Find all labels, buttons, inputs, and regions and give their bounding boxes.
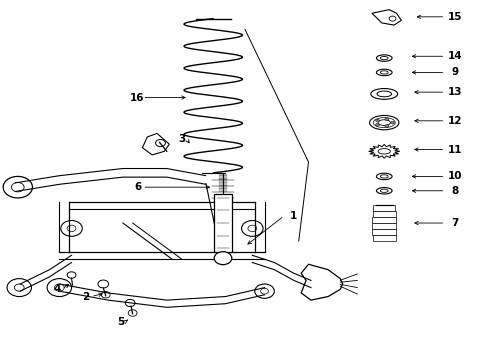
Text: 9: 9 (452, 67, 459, 77)
Text: 8: 8 (451, 186, 459, 196)
Ellipse shape (369, 116, 399, 130)
Ellipse shape (380, 57, 388, 60)
FancyBboxPatch shape (373, 205, 395, 211)
Circle shape (47, 279, 72, 297)
Ellipse shape (380, 175, 388, 178)
Circle shape (125, 300, 135, 307)
Circle shape (261, 288, 269, 294)
FancyBboxPatch shape (372, 229, 396, 235)
Text: 15: 15 (448, 12, 463, 22)
Circle shape (385, 118, 389, 121)
Text: 3: 3 (178, 134, 185, 144)
Ellipse shape (371, 89, 398, 99)
Polygon shape (368, 144, 400, 158)
Ellipse shape (380, 71, 388, 74)
Text: 5: 5 (117, 317, 124, 327)
Circle shape (98, 280, 109, 288)
Circle shape (3, 176, 32, 198)
Ellipse shape (376, 69, 392, 76)
Circle shape (248, 225, 257, 231)
Ellipse shape (380, 189, 388, 192)
Text: 14: 14 (448, 51, 463, 61)
FancyBboxPatch shape (372, 223, 396, 229)
Circle shape (101, 292, 110, 298)
Bar (214, 194, 232, 252)
Circle shape (128, 310, 137, 316)
Ellipse shape (378, 120, 391, 126)
Polygon shape (301, 264, 343, 300)
Circle shape (67, 225, 76, 231)
Ellipse shape (376, 188, 392, 194)
Circle shape (11, 183, 24, 192)
Circle shape (255, 284, 274, 298)
Circle shape (242, 221, 263, 236)
Circle shape (391, 121, 394, 124)
Circle shape (214, 252, 232, 265)
FancyBboxPatch shape (373, 235, 396, 241)
Text: 13: 13 (448, 87, 463, 97)
Text: 4: 4 (53, 284, 61, 294)
Circle shape (156, 139, 165, 147)
Text: 12: 12 (448, 116, 463, 126)
Text: 7: 7 (451, 218, 459, 228)
Ellipse shape (378, 149, 391, 154)
Text: 10: 10 (448, 171, 463, 181)
Polygon shape (372, 10, 401, 25)
Circle shape (67, 272, 76, 278)
Circle shape (7, 279, 31, 297)
FancyBboxPatch shape (373, 211, 396, 217)
Ellipse shape (373, 118, 395, 128)
Circle shape (375, 123, 379, 126)
Circle shape (375, 119, 379, 122)
FancyBboxPatch shape (372, 217, 396, 223)
Text: 6: 6 (134, 182, 141, 192)
Circle shape (385, 125, 389, 127)
Ellipse shape (377, 91, 392, 97)
Circle shape (14, 284, 24, 291)
Ellipse shape (376, 55, 392, 61)
Text: 2: 2 (83, 292, 90, 302)
Text: 1: 1 (290, 211, 297, 221)
Circle shape (389, 16, 396, 21)
Ellipse shape (376, 173, 392, 180)
Circle shape (61, 221, 82, 236)
Circle shape (54, 284, 64, 291)
Text: 16: 16 (130, 93, 145, 103)
Polygon shape (143, 134, 169, 155)
Text: 11: 11 (448, 144, 463, 154)
